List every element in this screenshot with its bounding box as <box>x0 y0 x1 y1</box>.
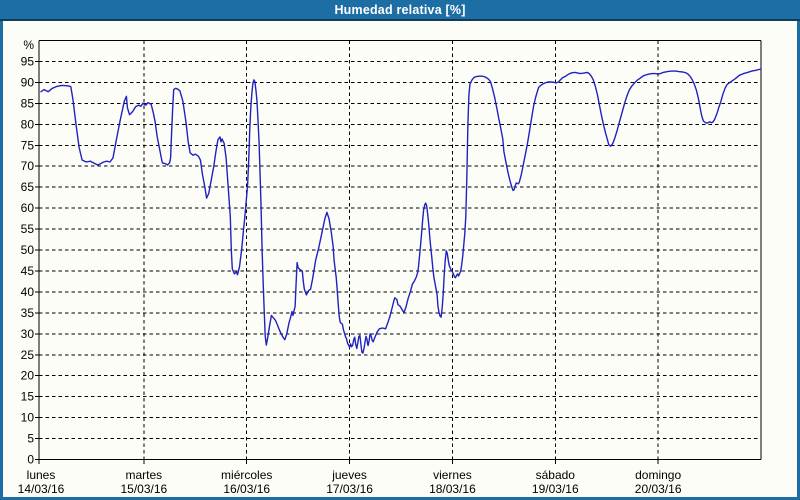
svg-text:40: 40 <box>21 285 35 299</box>
svg-text:19/03/16: 19/03/16 <box>532 482 579 496</box>
svg-text:viernes: viernes <box>433 468 472 482</box>
svg-text:30: 30 <box>21 327 35 341</box>
svg-text:75: 75 <box>21 138 35 152</box>
svg-text:0: 0 <box>27 453 34 467</box>
svg-text:50: 50 <box>21 243 35 257</box>
horizontal-gridlines <box>39 61 761 440</box>
svg-text:miércoles: miércoles <box>221 468 272 482</box>
svg-text:80: 80 <box>21 117 35 131</box>
svg-text:domingo: domingo <box>635 468 681 482</box>
svg-text:60: 60 <box>21 201 35 215</box>
svg-text:45: 45 <box>21 264 35 278</box>
chart-title-bar: Humedad relativa [%] <box>0 0 800 21</box>
svg-text:85: 85 <box>21 96 35 110</box>
svg-text:17/03/16: 17/03/16 <box>326 482 373 496</box>
axis-ticks <box>35 61 659 464</box>
svg-text:25: 25 <box>21 348 35 362</box>
svg-text:sábado: sábado <box>536 468 576 482</box>
svg-text:65: 65 <box>21 180 35 194</box>
svg-text:15: 15 <box>21 390 35 404</box>
svg-text:%: % <box>23 38 34 52</box>
svg-text:5: 5 <box>27 432 34 446</box>
svg-text:35: 35 <box>21 306 35 320</box>
svg-text:14/03/16: 14/03/16 <box>18 482 65 496</box>
y-axis-labels: 0 5 10 15 20 25 30 35 40 45 50 55 60 65 70 75 80 85 90 95% <box>21 38 35 467</box>
svg-text:70: 70 <box>21 159 35 173</box>
svg-text:16/03/16: 16/03/16 <box>223 482 270 496</box>
svg-text:10: 10 <box>21 411 35 425</box>
svg-text:18/03/16: 18/03/16 <box>429 482 476 496</box>
svg-text:lunes: lunes <box>27 468 56 482</box>
svg-text:55: 55 <box>21 222 35 236</box>
chart-content-area: 0 5 10 15 20 25 30 35 40 45 50 55 60 65 70 75 80 85 90 95% … <box>3 21 797 497</box>
svg-text:95: 95 <box>21 55 35 69</box>
svg-text:20/03/16: 20/03/16 <box>635 482 682 496</box>
chart-title: Humedad relativa [%] <box>334 2 466 17</box>
axis-borders <box>38 40 762 464</box>
svg-text:jueves: jueves <box>331 468 367 482</box>
vertical-day-gridlines <box>143 40 659 460</box>
humidity-series-line <box>40 68 762 354</box>
svg-text:20: 20 <box>21 369 35 383</box>
svg-text:15/03/16: 15/03/16 <box>120 482 167 496</box>
svg-text:90: 90 <box>21 75 35 89</box>
svg-text:martes: martes <box>126 468 163 482</box>
